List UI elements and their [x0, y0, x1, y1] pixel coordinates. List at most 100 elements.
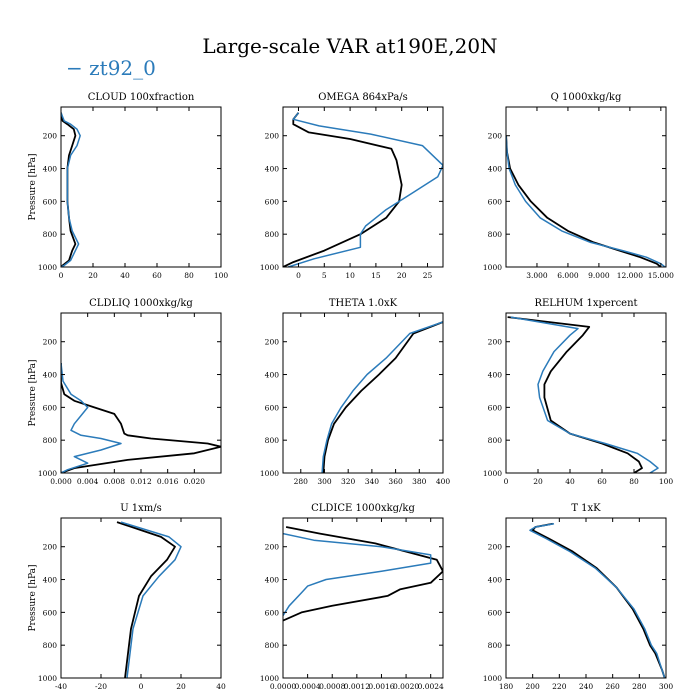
y-tick-label: 600 [43, 403, 58, 412]
y-tick-label: 800 [488, 436, 503, 445]
subplot-5: 280 300 320 340 360 380 400 200 400 600 800 1000 THE… [260, 298, 450, 486]
y-tick-label: 800 [265, 230, 280, 239]
subplot-title: OMEGA 864xPa/s [318, 92, 408, 103]
x-tick-label: 360 [388, 477, 403, 486]
x-tick-label: 0.020 [184, 477, 206, 486]
y-axis-label: Pressure [hPa] [28, 153, 38, 220]
x-tick-label: 0 [139, 682, 144, 691]
x-tick-label: 200 [526, 682, 541, 691]
series-line-1 [531, 522, 666, 678]
plot-frame [282, 312, 444, 474]
y-tick-label: 800 [488, 641, 503, 650]
x-tick-label: 20 [176, 682, 186, 691]
y-tick-label: 200 [265, 338, 280, 347]
y-tick-label: 1000 [260, 263, 279, 272]
series-line-1 [61, 363, 221, 473]
y-tick-label: 200 [43, 338, 58, 347]
series-line-1 [507, 316, 643, 473]
subplot-title: T 1xK [571, 503, 601, 514]
y-tick-label: 400 [265, 165, 280, 174]
y-tick-label: 400 [488, 371, 503, 380]
series-line-2 [287, 112, 443, 267]
series-line-2 [506, 135, 666, 267]
x-tick-label: 400 [436, 477, 451, 486]
y-tick-label: 400 [265, 371, 280, 380]
x-tick-label: 15 [371, 271, 381, 280]
x-tick-label: 15.000 [648, 271, 674, 280]
plot-frame [282, 106, 444, 268]
y-tick-label: 200 [488, 543, 503, 552]
x-tick-label: 220 [552, 682, 567, 691]
subplot-2: 0 5 10 15 20 25 200 400 600 800 1000 OMEGA 864xPa/s [260, 92, 444, 280]
x-tick-label: 300 [659, 682, 674, 691]
y-axis-label: Pressure [hPa] [28, 564, 38, 631]
y-tick-label: 400 [488, 165, 503, 174]
plot-frame [505, 106, 667, 268]
subplot-title: Q 1000xkg/kg [551, 92, 622, 103]
plot-frame [60, 517, 222, 679]
x-tick-label: 40 [565, 477, 575, 486]
plot-frame [505, 312, 667, 474]
y-tick-label: 800 [43, 641, 58, 650]
subplot-title: RELHUM 1xpercent [534, 298, 637, 309]
x-tick-label: 20 [88, 271, 98, 280]
y-tick-label: 200 [488, 338, 503, 347]
subplot-9: 180 200 220 240 260 280 300 200 400 600 800 1000 T 1… [483, 503, 673, 691]
x-tick-label: 40 [216, 682, 226, 691]
series-line-2 [61, 363, 122, 473]
y-tick-label: 400 [488, 576, 503, 585]
subplot-7: -40 -20 0 20 40 200 400 600 800 1000 U 1xm/s Pressu… [28, 503, 226, 691]
y-tick-label: 1000 [38, 469, 57, 478]
y-tick-label: 600 [488, 608, 503, 617]
y-tick-label: 1000 [38, 263, 57, 272]
x-tick-label: 25 [423, 271, 433, 280]
series-line-2 [321, 321, 443, 473]
x-tick-label: 0.000 [50, 477, 72, 486]
x-tick-label: 320 [341, 477, 356, 486]
y-tick-label: 600 [265, 608, 280, 617]
x-tick-label: 12.000 [617, 271, 643, 280]
subplot-4: 0.000 0.004 0.008 0.012 0.016 0.020 200 400 600 8… [28, 298, 222, 486]
y-tick-label: 400 [43, 576, 58, 585]
y-tick-label: 200 [488, 132, 503, 141]
y-tick-label: 200 [265, 543, 280, 552]
x-tick-label: 5 [322, 271, 327, 280]
x-tick-label: 100 [214, 271, 229, 280]
y-tick-label: 400 [43, 165, 58, 174]
subplot-title: CLOUD 100xfraction [88, 92, 195, 103]
x-tick-label: 20 [533, 477, 543, 486]
series-line-1 [283, 112, 403, 267]
y-tick-label: 600 [488, 403, 503, 412]
series-line-2 [529, 522, 666, 678]
x-tick-label: 6.000 [557, 271, 579, 280]
x-tick-label: 80 [184, 271, 194, 280]
x-tick-label: 280 [632, 682, 647, 691]
x-tick-label: 10 [345, 271, 355, 280]
x-tick-label: 0.0012 [344, 682, 370, 691]
legend-label: zt92_0 [89, 56, 156, 80]
y-tick-label: 800 [43, 230, 58, 239]
plot-frame [60, 312, 222, 474]
subplot-8: 0.00000.00040.00080.00120.00160.00200.00… [260, 503, 444, 691]
y-tick-label: 600 [265, 197, 280, 206]
x-tick-label: 60 [152, 271, 162, 280]
y-tick-label: 800 [265, 641, 280, 650]
x-tick-label: 260 [606, 682, 621, 691]
y-tick-label: 200 [43, 132, 58, 141]
y-tick-label: 1000 [483, 469, 502, 478]
x-tick-label: 0.016 [157, 477, 179, 486]
subplot-3: 3.000 6.000 9.000 12.000 15.000 200 400 600 800 1… [483, 92, 674, 280]
x-tick-label: 0.0004 [294, 682, 320, 691]
x-tick-label: 0.0024 [418, 682, 444, 691]
series-line-2 [120, 521, 182, 678]
y-tick-label: 1000 [38, 674, 57, 683]
x-tick-label: 300 [317, 477, 332, 486]
y-tick-label: 800 [488, 230, 503, 239]
legend: − zt92_0 [66, 56, 156, 80]
y-tick-label: 400 [43, 371, 58, 380]
x-tick-label: 0.0020 [393, 682, 419, 691]
y-axis-label: Pressure [hPa] [28, 359, 38, 426]
x-tick-label: -40 [55, 682, 67, 691]
